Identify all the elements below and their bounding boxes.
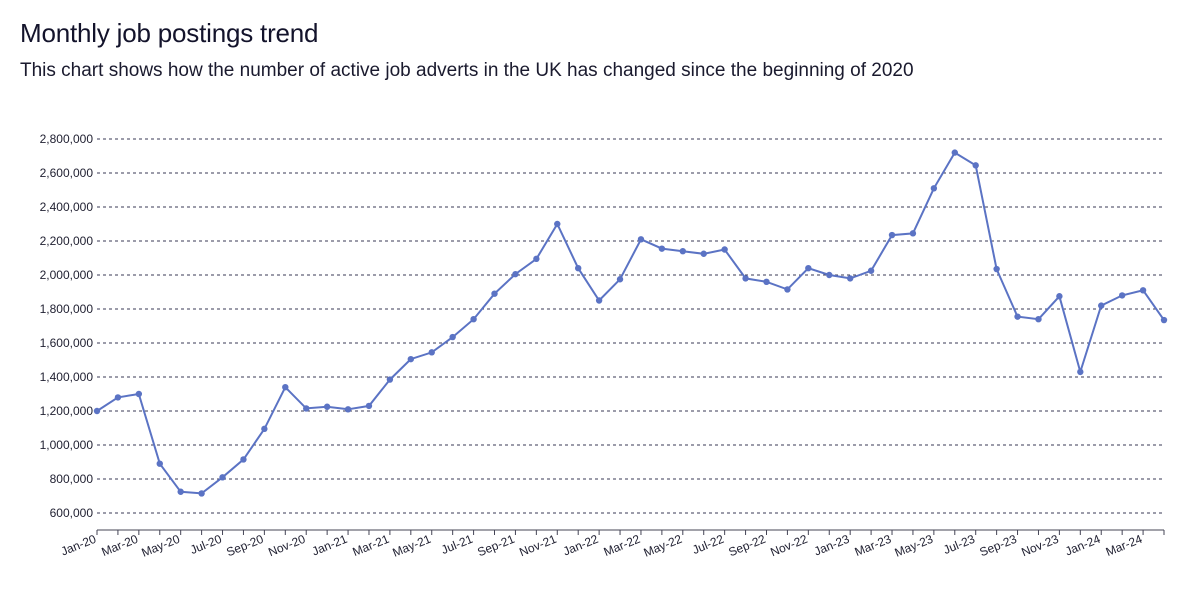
- data-point[interactable]: [700, 250, 707, 257]
- data-point[interactable]: [240, 456, 247, 463]
- data-point[interactable]: [658, 245, 666, 252]
- data-point[interactable]: [763, 278, 770, 285]
- data-point[interactable]: [1160, 316, 1168, 324]
- series-line: [96, 151, 1165, 495]
- grid-lines: [97, 138, 1164, 514]
- data-point[interactable]: [303, 405, 310, 412]
- x-tick-label: Nov-20: [266, 532, 307, 560]
- y-tick-label: 2,400,000: [40, 200, 94, 214]
- y-tick-label: 2,000,000: [40, 268, 94, 282]
- data-point[interactable]: [386, 376, 394, 383]
- y-axis: 600,000 800,000 1,000,000 1,200,000 1,400,00…: [40, 132, 94, 520]
- x-tick-label: Jan-21: [310, 532, 350, 559]
- data-point[interactable]: [951, 149, 958, 156]
- x-tick-label: Sep-22: [726, 532, 767, 560]
- data-point[interactable]: [1014, 313, 1021, 320]
- data-point[interactable]: [219, 474, 226, 481]
- data-point[interactable]: [533, 255, 540, 263]
- data-point[interactable]: [156, 460, 163, 467]
- data-point[interactable]: [470, 316, 477, 323]
- data-point[interactable]: [742, 275, 749, 282]
- x-tick-label: Sep-21: [475, 532, 516, 560]
- data-point[interactable]: [826, 271, 833, 279]
- data-point[interactable]: [1118, 292, 1126, 299]
- x-tick-label: Mar-23: [853, 532, 894, 559]
- data-point[interactable]: [198, 490, 205, 497]
- data-point[interactable]: [449, 333, 456, 341]
- x-axis: Jan-20 Mar-20 May-20 Jul-20 Sep-20 Nov-20 Jan-…: [59, 529, 1165, 560]
- data-point[interactable]: [407, 355, 415, 363]
- data-point[interactable]: [261, 425, 268, 433]
- y-tick-label: 1,400,000: [40, 370, 94, 384]
- x-tick-label: Mar-24: [1104, 532, 1145, 559]
- data-point[interactable]: [428, 349, 435, 356]
- y-tick-label: 800,000: [50, 472, 94, 486]
- data-point[interactable]: [323, 403, 331, 410]
- data-point[interactable]: [679, 248, 687, 255]
- data-point[interactable]: [344, 406, 352, 413]
- chart-subtitle: This chart shows how the number of activ…: [20, 60, 914, 81]
- data-point[interactable]: [909, 230, 917, 237]
- x-tick-label: Nov-23: [1019, 532, 1060, 560]
- data-point[interactable]: [1056, 293, 1063, 300]
- data-point[interactable]: [595, 297, 603, 304]
- x-tick-label: Jul-23: [941, 532, 977, 557]
- data-point[interactable]: [1098, 302, 1105, 309]
- x-tick-label: Nov-22: [768, 532, 809, 560]
- data-point[interactable]: [930, 185, 938, 192]
- x-tick-label: Mar-20: [99, 532, 140, 559]
- data-point[interactable]: [972, 162, 979, 169]
- data-point[interactable]: [114, 394, 122, 401]
- data-point[interactable]: [365, 402, 373, 410]
- x-tick-label: Jan-20: [59, 532, 99, 559]
- data-point[interactable]: [784, 286, 791, 293]
- data-point[interactable]: [846, 275, 854, 282]
- data-point[interactable]: [1035, 316, 1042, 323]
- data-point[interactable]: [574, 265, 582, 272]
- x-tick-label: Nov-21: [517, 532, 558, 560]
- data-point[interactable]: [1139, 287, 1147, 294]
- x-tick-label: Mar-21: [351, 532, 392, 559]
- data-point[interactable]: [888, 231, 896, 239]
- x-tick-label: May-22: [642, 532, 685, 560]
- x-tick-label: Jan-23: [812, 532, 852, 559]
- y-tick-label: 600,000: [50, 506, 94, 520]
- x-tick-label: Mar-22: [602, 532, 643, 559]
- x-tick-label: Jan-24: [1063, 532, 1103, 559]
- data-point[interactable]: [282, 384, 289, 391]
- data-point[interactable]: [512, 270, 519, 278]
- x-tick-label: May-23: [893, 532, 936, 560]
- x-tick-label: Jan-22: [561, 532, 601, 559]
- x-tick-label: Jul-20: [188, 532, 224, 557]
- x-tick-label: Sep-20: [224, 532, 265, 560]
- chart-title: Monthly job postings trend: [20, 18, 319, 48]
- data-point[interactable]: [177, 488, 184, 495]
- y-tick-label: 1,000,000: [40, 438, 94, 452]
- x-tick-label: May-20: [139, 532, 182, 560]
- x-tick-label: Sep-23: [978, 532, 1019, 560]
- y-tick-label: 1,800,000: [40, 302, 94, 316]
- data-point[interactable]: [554, 220, 561, 228]
- data-point[interactable]: [616, 276, 624, 283]
- data-point[interactable]: [993, 265, 1000, 273]
- x-tick-label: May-21: [391, 532, 434, 560]
- data-point[interactable]: [805, 265, 812, 272]
- y-tick-label: 2,800,000: [40, 132, 94, 146]
- y-tick-label: 1,200,000: [40, 404, 94, 418]
- x-tick-label: Jul-22: [690, 532, 726, 557]
- x-tick-label: Jul-21: [439, 532, 475, 557]
- data-point[interactable]: [867, 267, 875, 274]
- data-point[interactable]: [93, 407, 101, 415]
- y-tick-label: 2,600,000: [40, 166, 94, 180]
- data-point[interactable]: [491, 290, 498, 297]
- data-point[interactable]: [637, 236, 645, 243]
- y-tick-label: 2,200,000: [40, 234, 94, 248]
- data-point[interactable]: [721, 246, 728, 253]
- y-tick-label: 1,600,000: [40, 336, 94, 350]
- data-point[interactable]: [1077, 368, 1084, 376]
- series-layer: [93, 149, 1168, 497]
- data-point[interactable]: [135, 390, 143, 398]
